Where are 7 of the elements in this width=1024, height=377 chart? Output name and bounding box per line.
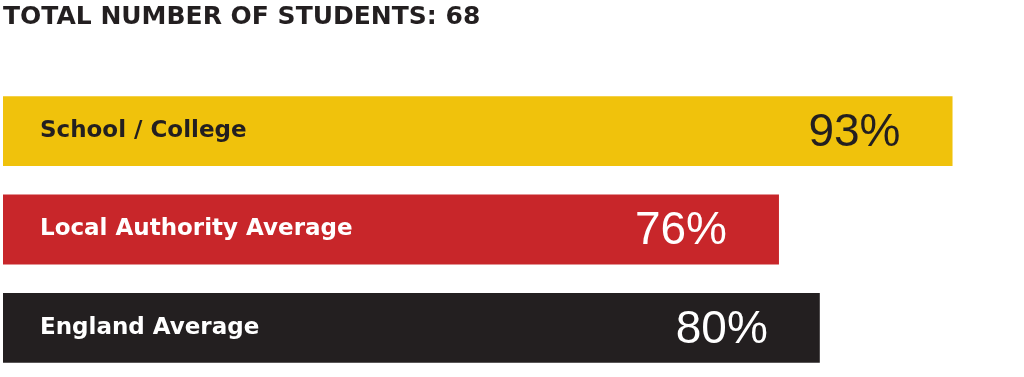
data-label: 80% [675,300,768,353]
y-tick-label: England Average [40,312,260,339]
chart-title: TOTAL NUMBER OF STUDENTS: 68 [3,0,481,30]
data-label: 93% [808,103,901,156]
y-tick-label: Local Authority Average [40,214,353,241]
data-label: 76% [634,202,727,255]
y-tick-label: School / College [40,116,247,143]
